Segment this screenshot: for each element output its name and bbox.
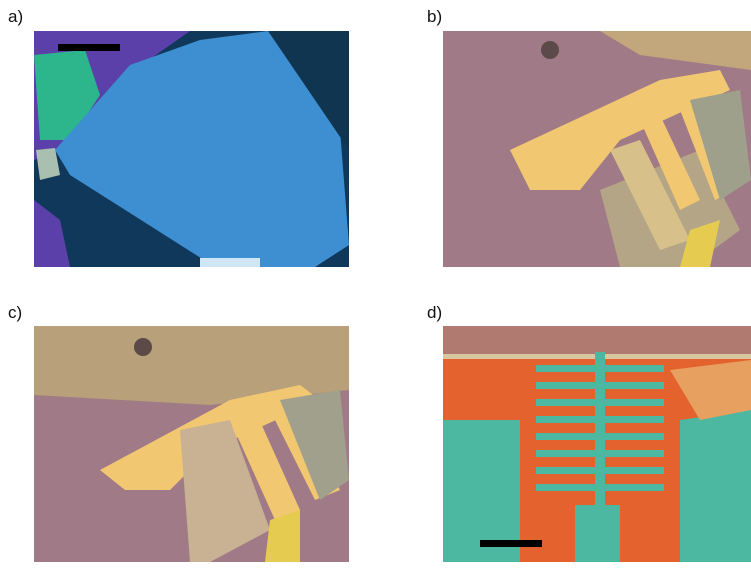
micrograph-d xyxy=(443,326,751,562)
panel-label: a) xyxy=(8,7,23,26)
micrograph-a xyxy=(34,31,349,267)
micrograph-c xyxy=(34,326,349,562)
panel-label: d) xyxy=(427,303,442,322)
figure: a) b) c) d) xyxy=(0,0,751,565)
panel-label: c) xyxy=(8,303,22,322)
panel-label: b) xyxy=(427,7,442,26)
micrograph-b xyxy=(443,31,751,267)
